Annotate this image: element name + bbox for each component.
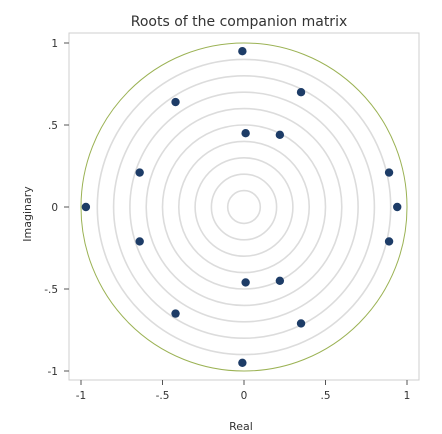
- root-point: [384, 168, 394, 177]
- x-tick-label: -1: [76, 390, 86, 402]
- x-axis-title: Real: [229, 420, 253, 433]
- unit-circle: [80, 42, 408, 372]
- x-tick-label: 0: [241, 390, 248, 402]
- root-point: [81, 202, 91, 212]
- y-tick-label: -1: [48, 366, 58, 378]
- root-point: [241, 129, 250, 138]
- root-point: [238, 358, 247, 367]
- y-tick-label: 0: [51, 202, 58, 214]
- root-point: [171, 309, 180, 318]
- chart-title: Roots of the companion matrix: [131, 14, 348, 30]
- unit-circle-layer: [80, 42, 408, 372]
- grid-circle-1: [226, 189, 262, 225]
- y-tick-label: -.5: [44, 284, 58, 296]
- grid-circle-8: [112, 75, 376, 339]
- grid-circle-3: [194, 157, 294, 258]
- root-point: [296, 319, 306, 328]
- root-point: [384, 237, 394, 246]
- grid-circles: [96, 58, 392, 356]
- axes: -1 -.5 0 .5 1 1 .5 0 -.5 -1: [44, 38, 410, 402]
- root-point: [241, 278, 250, 287]
- grid-circle-4: [178, 140, 310, 274]
- y-axis-title: Imaginary: [21, 186, 34, 242]
- grid-circle-2: [210, 173, 278, 241]
- root-point: [135, 237, 144, 246]
- root-point: [275, 130, 285, 140]
- root-point: [238, 47, 247, 56]
- grid-circle-9: [96, 58, 392, 356]
- x-tick-label: .5: [320, 390, 330, 402]
- root-point: [296, 88, 306, 97]
- root-point: [275, 276, 285, 285]
- y-tick-label: .5: [48, 120, 58, 132]
- x-tick-label: -.5: [156, 390, 170, 402]
- data-points: [81, 47, 402, 367]
- x-tick-label: 1: [404, 390, 411, 402]
- grid-circle-6: [145, 107, 343, 307]
- root-point: [135, 168, 144, 177]
- root-point: [393, 202, 402, 212]
- grid-circle-5: [161, 124, 327, 290]
- y-tick-label: 1: [51, 38, 58, 50]
- root-point: [171, 97, 180, 107]
- grid-circle-7: [129, 91, 359, 323]
